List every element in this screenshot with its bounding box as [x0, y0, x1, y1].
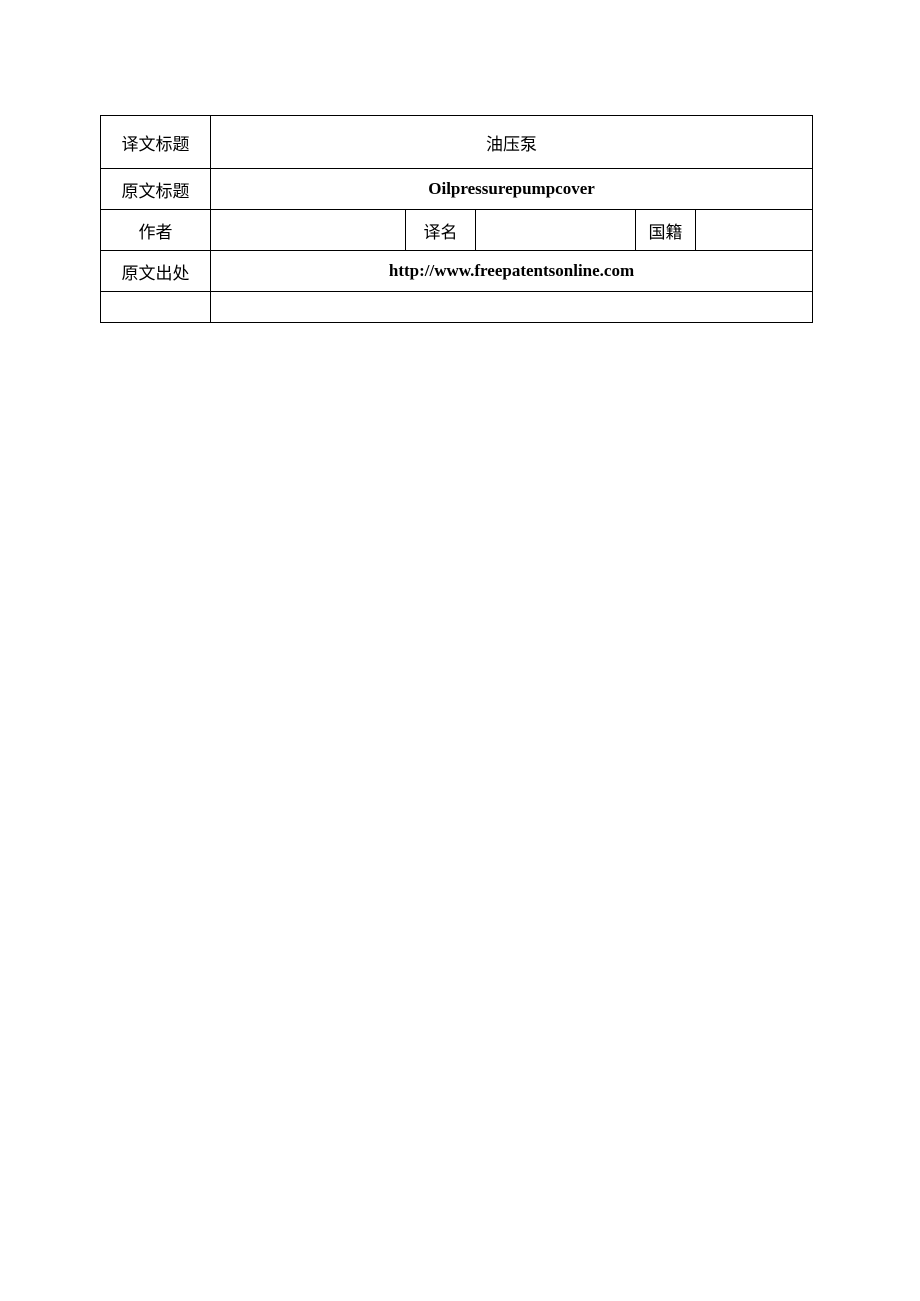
row-label-empty: [101, 292, 211, 323]
empty-value: [211, 292, 813, 323]
table-row: 原文出处 http://www.freepatentsonline.com: [101, 251, 813, 292]
row-label-author: 作者: [101, 210, 211, 251]
metadata-table: 译文标题 油压泵 原文标题 Oilpressurepumpcover 作者 译名…: [100, 115, 813, 323]
document-page: 译文标题 油压泵 原文标题 Oilpressurepumpcover 作者 译名…: [0, 0, 920, 323]
row-label-source: 原文出处: [101, 251, 211, 292]
table-row: 原文标题 Oilpressurepumpcover: [101, 169, 813, 210]
translated-name-label: 译名: [406, 210, 476, 251]
row-label-translated-title: 译文标题: [101, 116, 211, 169]
nationality-label: 国籍: [636, 210, 696, 251]
table-row: 作者 译名 国籍: [101, 210, 813, 251]
row-label-original-title: 原文标题: [101, 169, 211, 210]
table-row: [101, 292, 813, 323]
source-value: http://www.freepatentsonline.com: [211, 251, 813, 292]
translated-name-value: [476, 210, 636, 251]
nationality-value: [696, 210, 813, 251]
table-row: 译文标题 油压泵: [101, 116, 813, 169]
translated-title-value: 油压泵: [211, 116, 813, 169]
author-value: [211, 210, 406, 251]
original-title-value: Oilpressurepumpcover: [211, 169, 813, 210]
